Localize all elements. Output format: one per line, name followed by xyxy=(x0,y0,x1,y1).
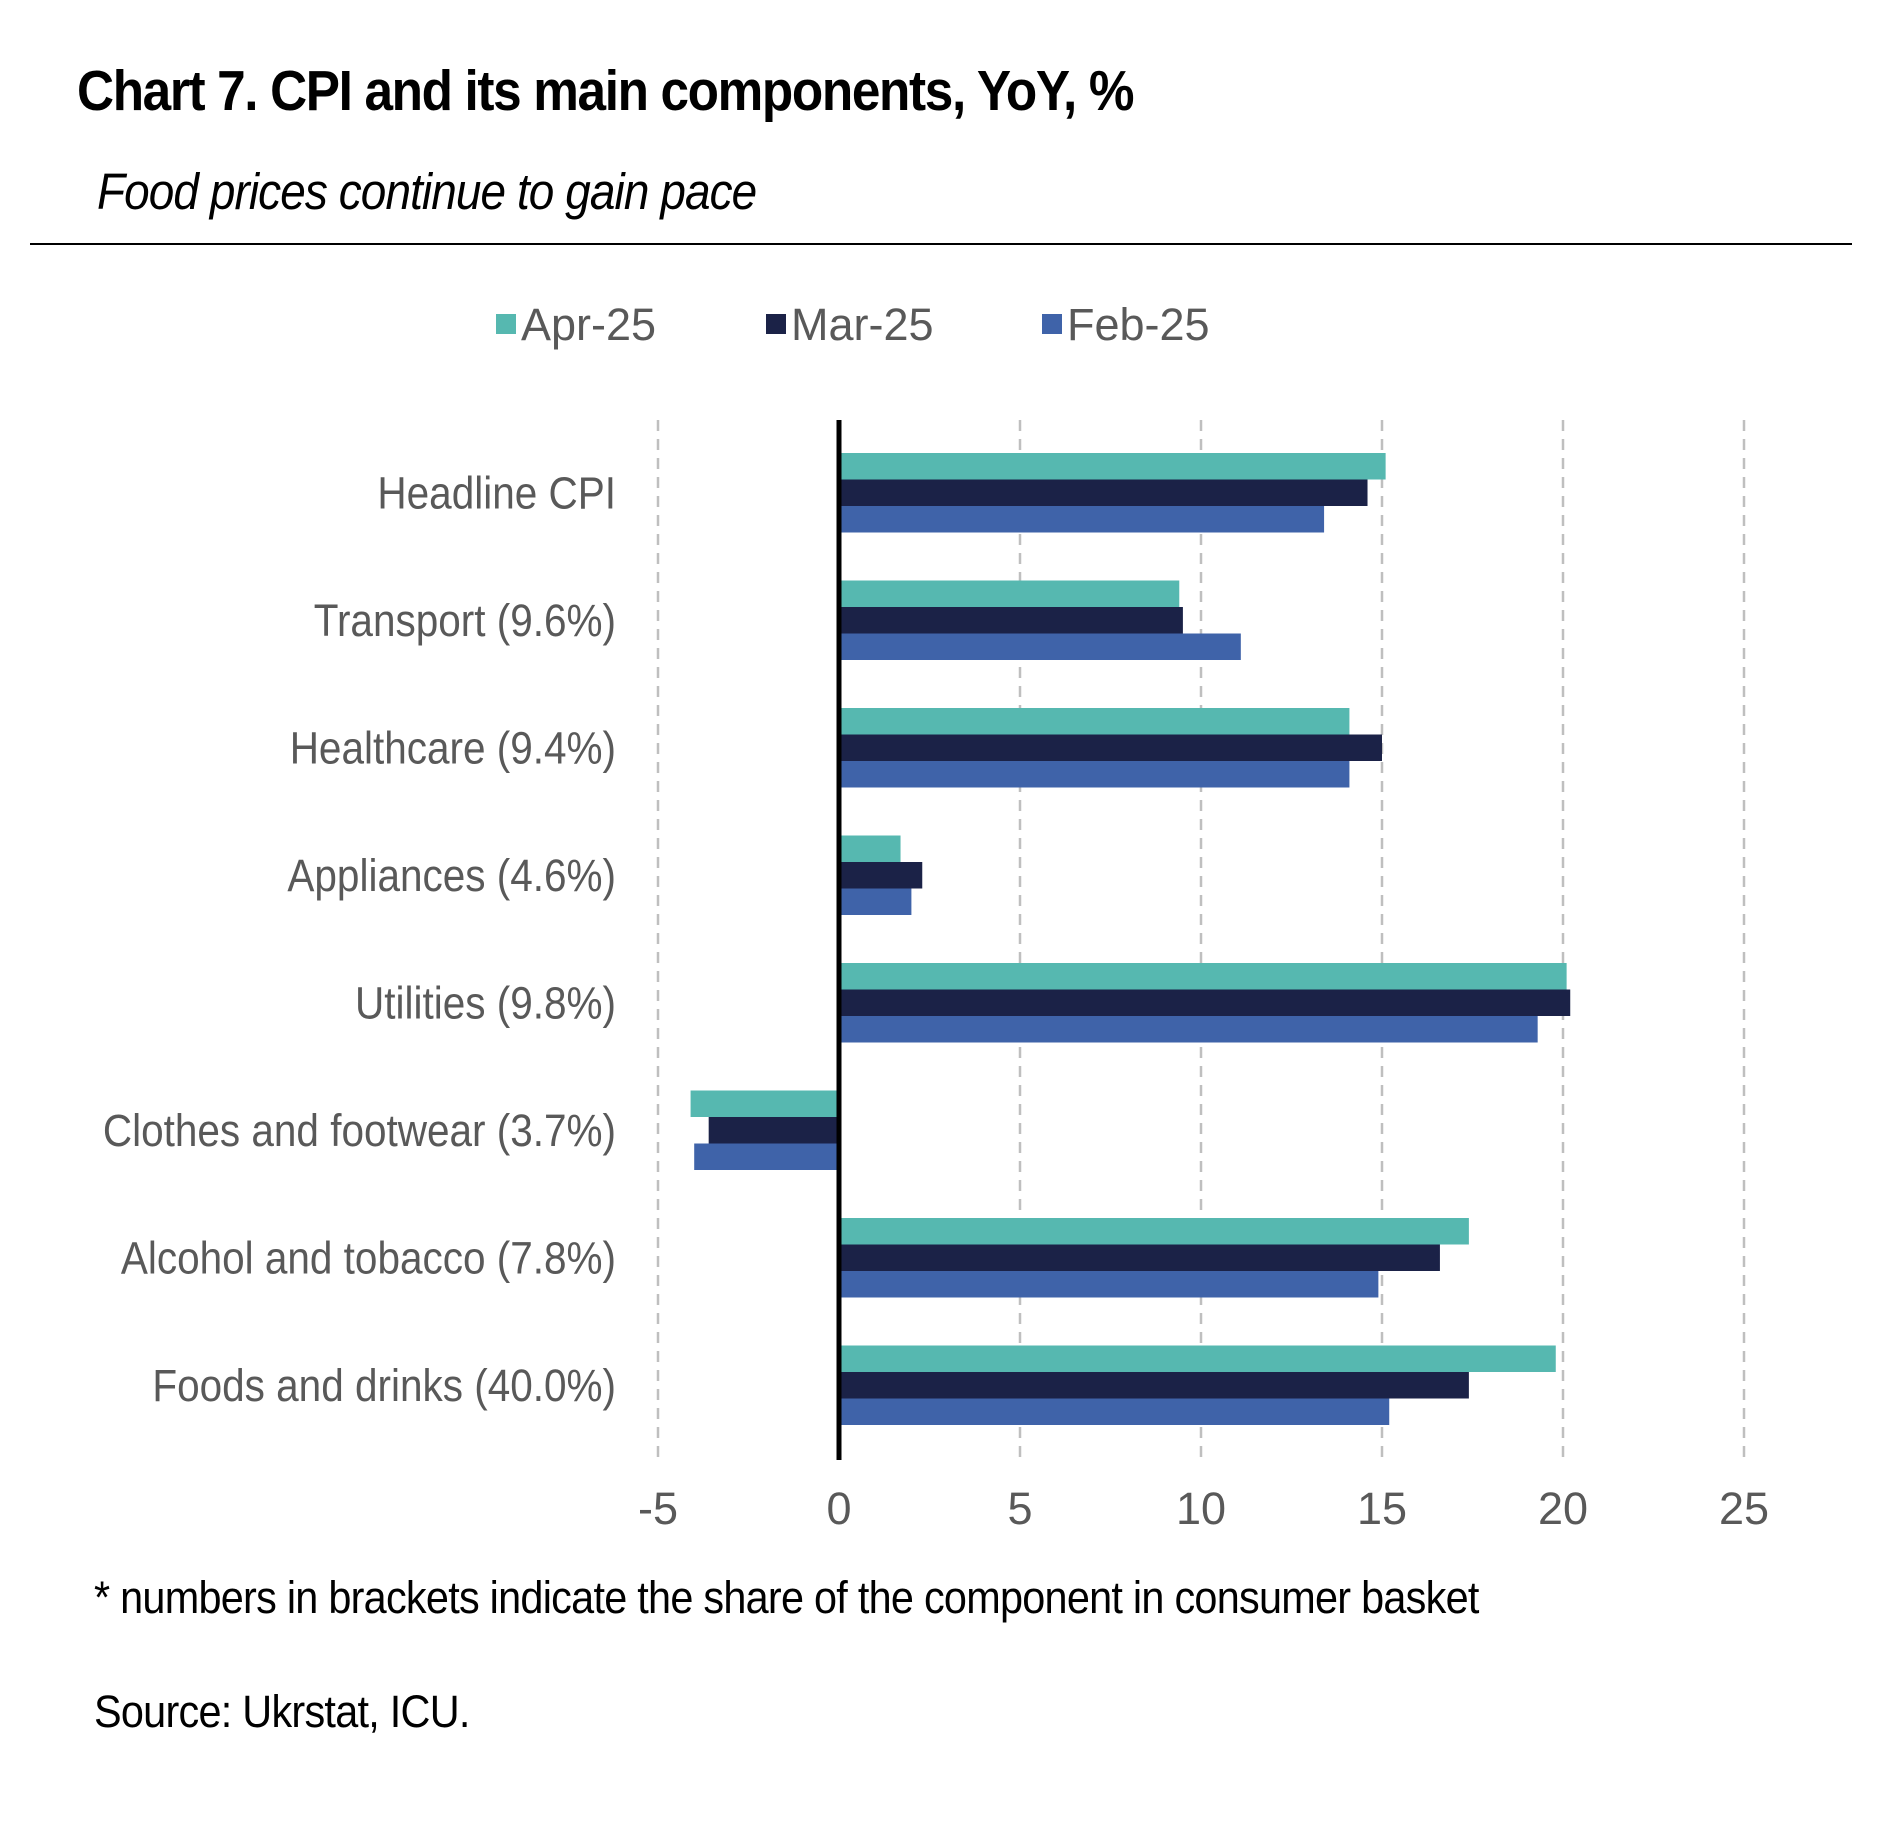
bar-mar-25-clothes-and-footwear-3-7 xyxy=(708,1117,839,1144)
bar-apr-25-transport-9-6 xyxy=(839,580,1180,607)
x-tick-labels: -5 0 5 10 15 20 25 xyxy=(638,1483,1769,1534)
category-label: Foods and drinks (40.0%) xyxy=(152,1361,616,1411)
bar-mar-25-alcohol-and-tobacco-7-8 xyxy=(839,1244,1440,1271)
bar-mar-25-transport-9-6 xyxy=(839,607,1183,634)
bar-feb-25-alcohol-and-tobacco-7-8 xyxy=(839,1271,1379,1298)
legend-label-feb-25: Feb-25 xyxy=(1067,299,1210,350)
bar-feb-25-foods-and-drinks-40-0 xyxy=(839,1398,1390,1425)
chart-subtitle: Food prices continue to gain pace xyxy=(97,163,757,220)
bar-apr-25-utilities-9-8 xyxy=(839,963,1567,990)
category-label: Transport (9.6%) xyxy=(314,596,616,646)
bar-mar-25-foods-and-drinks-40-0 xyxy=(839,1372,1469,1399)
bar-chart: Apr-25 Mar-25 Feb-25 Headline CPI Transport… xyxy=(103,299,1769,1534)
bar-apr-25-appliances-4-6 xyxy=(839,835,901,862)
x-tick-label: 5 xyxy=(1007,1483,1032,1534)
legend-swatch-mar-25 xyxy=(766,314,786,334)
category-label: Headline CPI xyxy=(377,469,616,519)
x-tick-label: -5 xyxy=(638,1483,678,1534)
x-tick-label: 25 xyxy=(1719,1483,1769,1534)
x-tick-label: 15 xyxy=(1357,1483,1407,1534)
category-label: Healthcare (9.4%) xyxy=(290,724,616,774)
chart-title: Chart 7. CPI and its main components, Yo… xyxy=(77,59,1134,123)
bar-apr-25-alcohol-and-tobacco-7-8 xyxy=(839,1218,1469,1245)
bar-mar-25-utilities-9-8 xyxy=(839,989,1571,1016)
bar-mar-25-headline-cpi xyxy=(839,479,1368,506)
chart-legend: Apr-25 Mar-25 Feb-25 xyxy=(496,299,1210,350)
bar-feb-25-utilities-9-8 xyxy=(839,1016,1538,1043)
bars xyxy=(690,453,1571,1425)
title-divider xyxy=(30,243,1852,245)
x-tick-label: 0 xyxy=(826,1483,851,1534)
bar-feb-25-transport-9-6 xyxy=(839,633,1241,660)
legend-label-apr-25: Apr-25 xyxy=(521,299,656,350)
bar-mar-25-appliances-4-6 xyxy=(839,862,923,889)
bar-feb-25-healthcare-9-4 xyxy=(839,761,1350,788)
bar-feb-25-headline-cpi xyxy=(839,506,1325,533)
category-labels: Headline CPI Transport (9.6%) Healthcare (… xyxy=(103,469,616,1412)
bar-feb-25-appliances-4-6 xyxy=(839,888,912,915)
category-label: Alcohol and tobacco (7.8%) xyxy=(121,1234,616,1284)
category-label: Clothes and footwear (3.7%) xyxy=(103,1106,616,1156)
bar-apr-25-headline-cpi xyxy=(839,453,1386,480)
grid-lines xyxy=(656,420,1746,1458)
category-label: Utilities (9.8%) xyxy=(355,979,616,1029)
footnote: * numbers in brackets indicate the share… xyxy=(94,1572,1479,1623)
legend-label-mar-25: Mar-25 xyxy=(791,299,934,350)
x-tick-label: 10 xyxy=(1176,1483,1226,1534)
x-tick-label: 20 xyxy=(1538,1483,1588,1534)
source-note: Source: Ukrstat, ICU. xyxy=(94,1686,470,1737)
legend-swatch-feb-25 xyxy=(1042,314,1062,334)
bar-mar-25-healthcare-9-4 xyxy=(839,734,1382,761)
bar-apr-25-foods-and-drinks-40-0 xyxy=(839,1345,1556,1372)
bar-apr-25-healthcare-9-4 xyxy=(839,708,1350,735)
bar-feb-25-clothes-and-footwear-3-7 xyxy=(694,1143,839,1170)
legend-swatch-apr-25 xyxy=(496,314,516,334)
category-label: Appliances (4.6%) xyxy=(287,851,616,901)
bar-apr-25-clothes-and-footwear-3-7 xyxy=(690,1090,839,1117)
